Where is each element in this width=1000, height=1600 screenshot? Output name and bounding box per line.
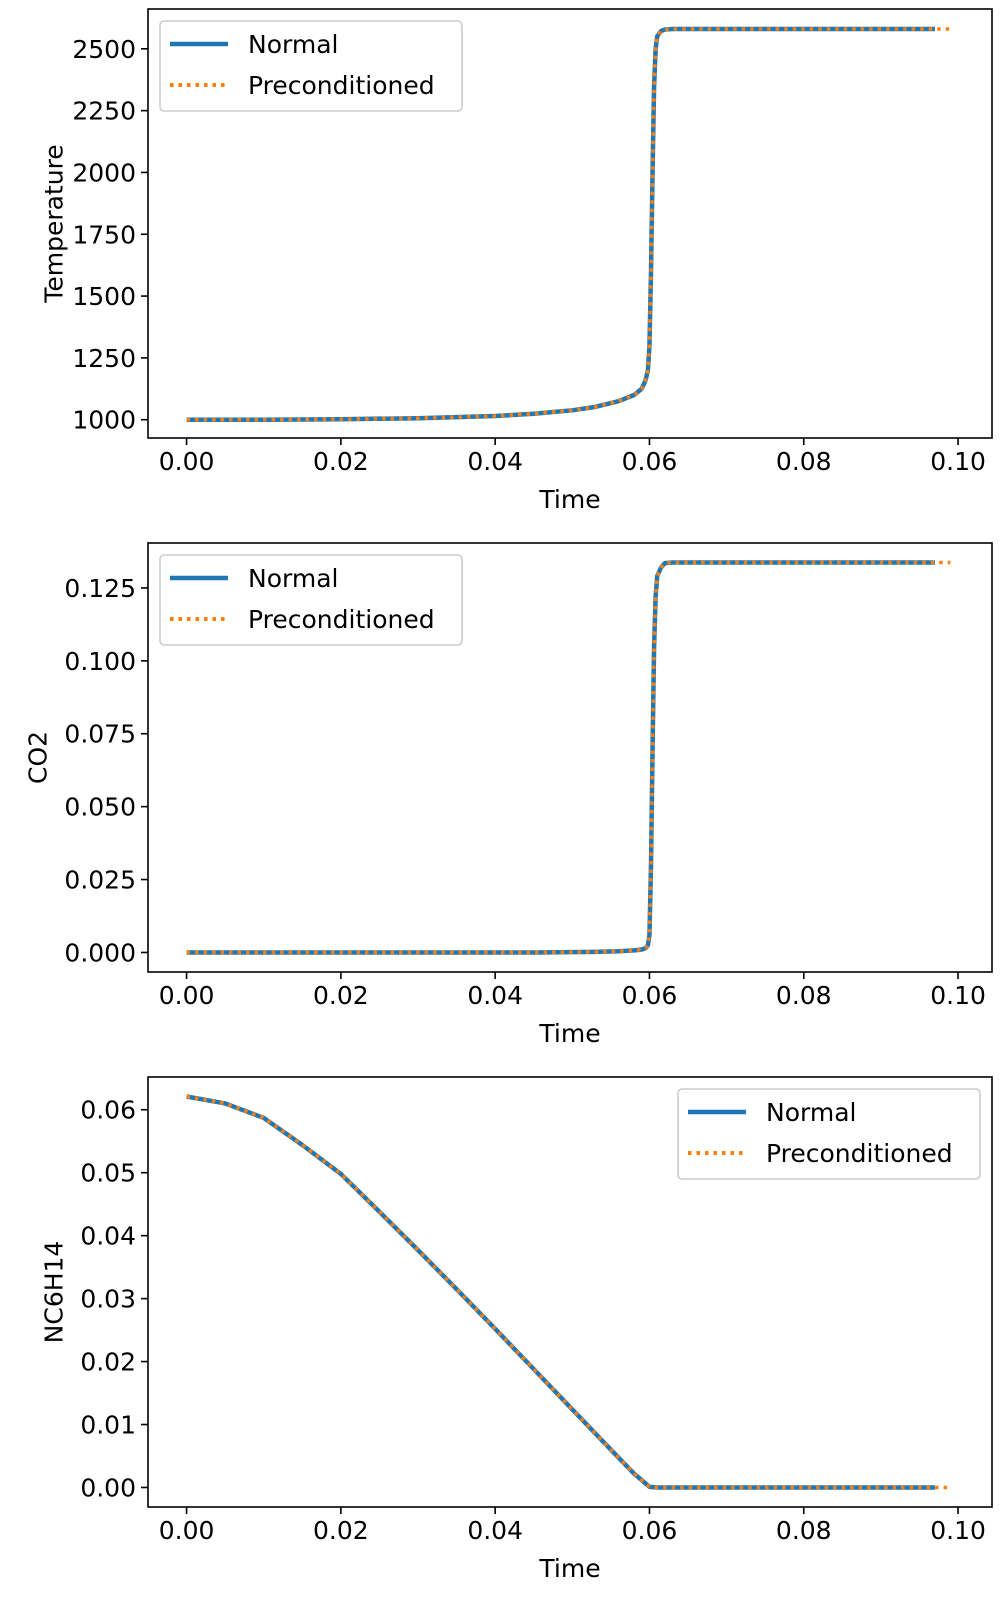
legend-label: Normal [248, 564, 338, 593]
series-line [186, 27, 951, 422]
x-tick-label: 0.02 [313, 447, 369, 476]
y-tick-label: 0.02 [80, 1348, 136, 1377]
legend-label: Normal [766, 1098, 856, 1127]
y-tick-label: 0.050 [64, 793, 136, 822]
legend-box [159, 20, 463, 112]
legend-label: Preconditioned [766, 1139, 953, 1168]
y-axis-label: Temperature [39, 144, 68, 303]
y-tick-label: 0.03 [80, 1285, 136, 1314]
y-tick-label: 0.100 [64, 647, 136, 676]
y-axis-label: NC6H14 [39, 1241, 68, 1344]
y-tick-label: 2000 [72, 158, 136, 187]
x-tick-label: 0.02 [313, 981, 369, 1010]
legend-label: Normal [248, 30, 338, 59]
y-tick-label: 1750 [72, 220, 136, 249]
y-tick-label: 0.04 [80, 1222, 136, 1251]
y-tick-label: 1250 [72, 344, 136, 373]
y-tick-label: 0.06 [80, 1096, 136, 1125]
x-tick-label: 0.08 [776, 981, 832, 1010]
axes-frame [147, 542, 993, 973]
y-tick-label: 2500 [72, 35, 136, 64]
series-line [186, 1094, 951, 1490]
y-tick-label: 1000 [72, 406, 136, 435]
y-tick-label: 0.00 [80, 1473, 136, 1502]
x-axis-label: Time [538, 485, 600, 514]
plot-area [186, 26, 951, 422]
x-tick-label: 0.00 [159, 981, 215, 1010]
axes-frame [147, 8, 993, 439]
x-tick-label: 0.08 [776, 1516, 832, 1545]
x-tick-label: 0.02 [313, 1516, 369, 1545]
x-tick-label: 0.04 [467, 447, 523, 476]
x-tick-label: 0.06 [622, 981, 678, 1010]
y-tick-label: 0.075 [64, 720, 136, 749]
y-tick-label: 2250 [72, 97, 136, 126]
x-tick-label: 0.06 [622, 447, 678, 476]
y-tick-label: 0.01 [80, 1411, 136, 1440]
legend-box [677, 1088, 981, 1180]
x-tick-label: 0.10 [930, 447, 986, 476]
x-tick-label: 0.08 [776, 447, 832, 476]
x-tick-label: 0.04 [467, 1516, 523, 1545]
y-tick-label: 0.025 [64, 866, 136, 895]
legend-box [159, 554, 463, 646]
y-axis-label: CO2 [24, 731, 53, 784]
y-tick-label: 0.125 [64, 574, 136, 603]
axes-frame [147, 1076, 993, 1508]
x-axis-label: Time [538, 1554, 600, 1583]
x-axis-label: Time [538, 1019, 600, 1048]
plot-area [186, 560, 951, 955]
x-tick-label: 0.00 [159, 1516, 215, 1545]
plot-area [186, 1094, 951, 1490]
y-tick-label: 1500 [72, 282, 136, 311]
x-tick-label: 0.00 [159, 447, 215, 476]
x-tick-label: 0.04 [467, 981, 523, 1010]
x-tick-label: 0.10 [930, 981, 986, 1010]
x-tick-label: 0.10 [930, 1516, 986, 1545]
legend-label: Preconditioned [248, 71, 435, 100]
x-tick-label: 0.06 [622, 1516, 678, 1545]
y-tick-label: 0.000 [64, 938, 136, 967]
series-line [186, 560, 935, 955]
y-tick-label: 0.05 [80, 1159, 136, 1188]
legend-label: Preconditioned [248, 605, 435, 634]
